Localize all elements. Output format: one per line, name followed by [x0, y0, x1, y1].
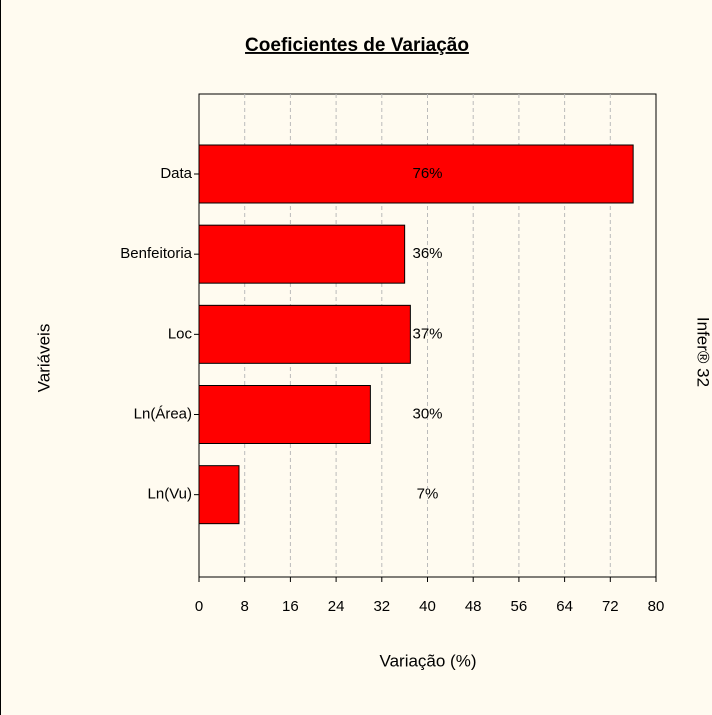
y-tick-label: Ln(Área) [134, 405, 192, 422]
y-tick-label: Benfeitoria [120, 245, 192, 262]
bar [198, 304, 411, 364]
x-tick-label: 40 [419, 598, 436, 615]
x-tick-label: 24 [328, 598, 345, 615]
x-tick-label: 72 [602, 598, 619, 615]
y-tick-label: Ln(Vu) [148, 486, 192, 503]
bar [198, 465, 240, 525]
y-axis-label: Variáveis [34, 324, 53, 393]
x-tick-label: 16 [282, 598, 299, 615]
x-tick-label: 56 [511, 598, 528, 615]
y-tick-label: Loc [168, 325, 193, 342]
x-tick-label: 80 [648, 598, 665, 615]
data-label: 30% [412, 405, 442, 422]
bar [198, 385, 371, 444]
annotation: Infer® 32 [694, 317, 712, 387]
data-label: 7% [417, 486, 439, 503]
x-tick-label: 32 [373, 598, 390, 615]
x-tick-label: 0 [195, 598, 203, 615]
bar [198, 144, 634, 204]
data-label: 36% [412, 245, 442, 262]
data-label: 37% [412, 325, 442, 342]
bar [198, 224, 406, 284]
x-tick-label: 8 [241, 598, 249, 615]
x-tick-label: 64 [556, 598, 573, 615]
y-tick-label: Data [160, 165, 192, 182]
x-tick-label: 48 [465, 598, 482, 615]
chart-title: Coeficientes de Variação [245, 35, 469, 56]
data-label: 76% [412, 165, 442, 182]
x-axis-label: Variação (%) [380, 651, 477, 670]
